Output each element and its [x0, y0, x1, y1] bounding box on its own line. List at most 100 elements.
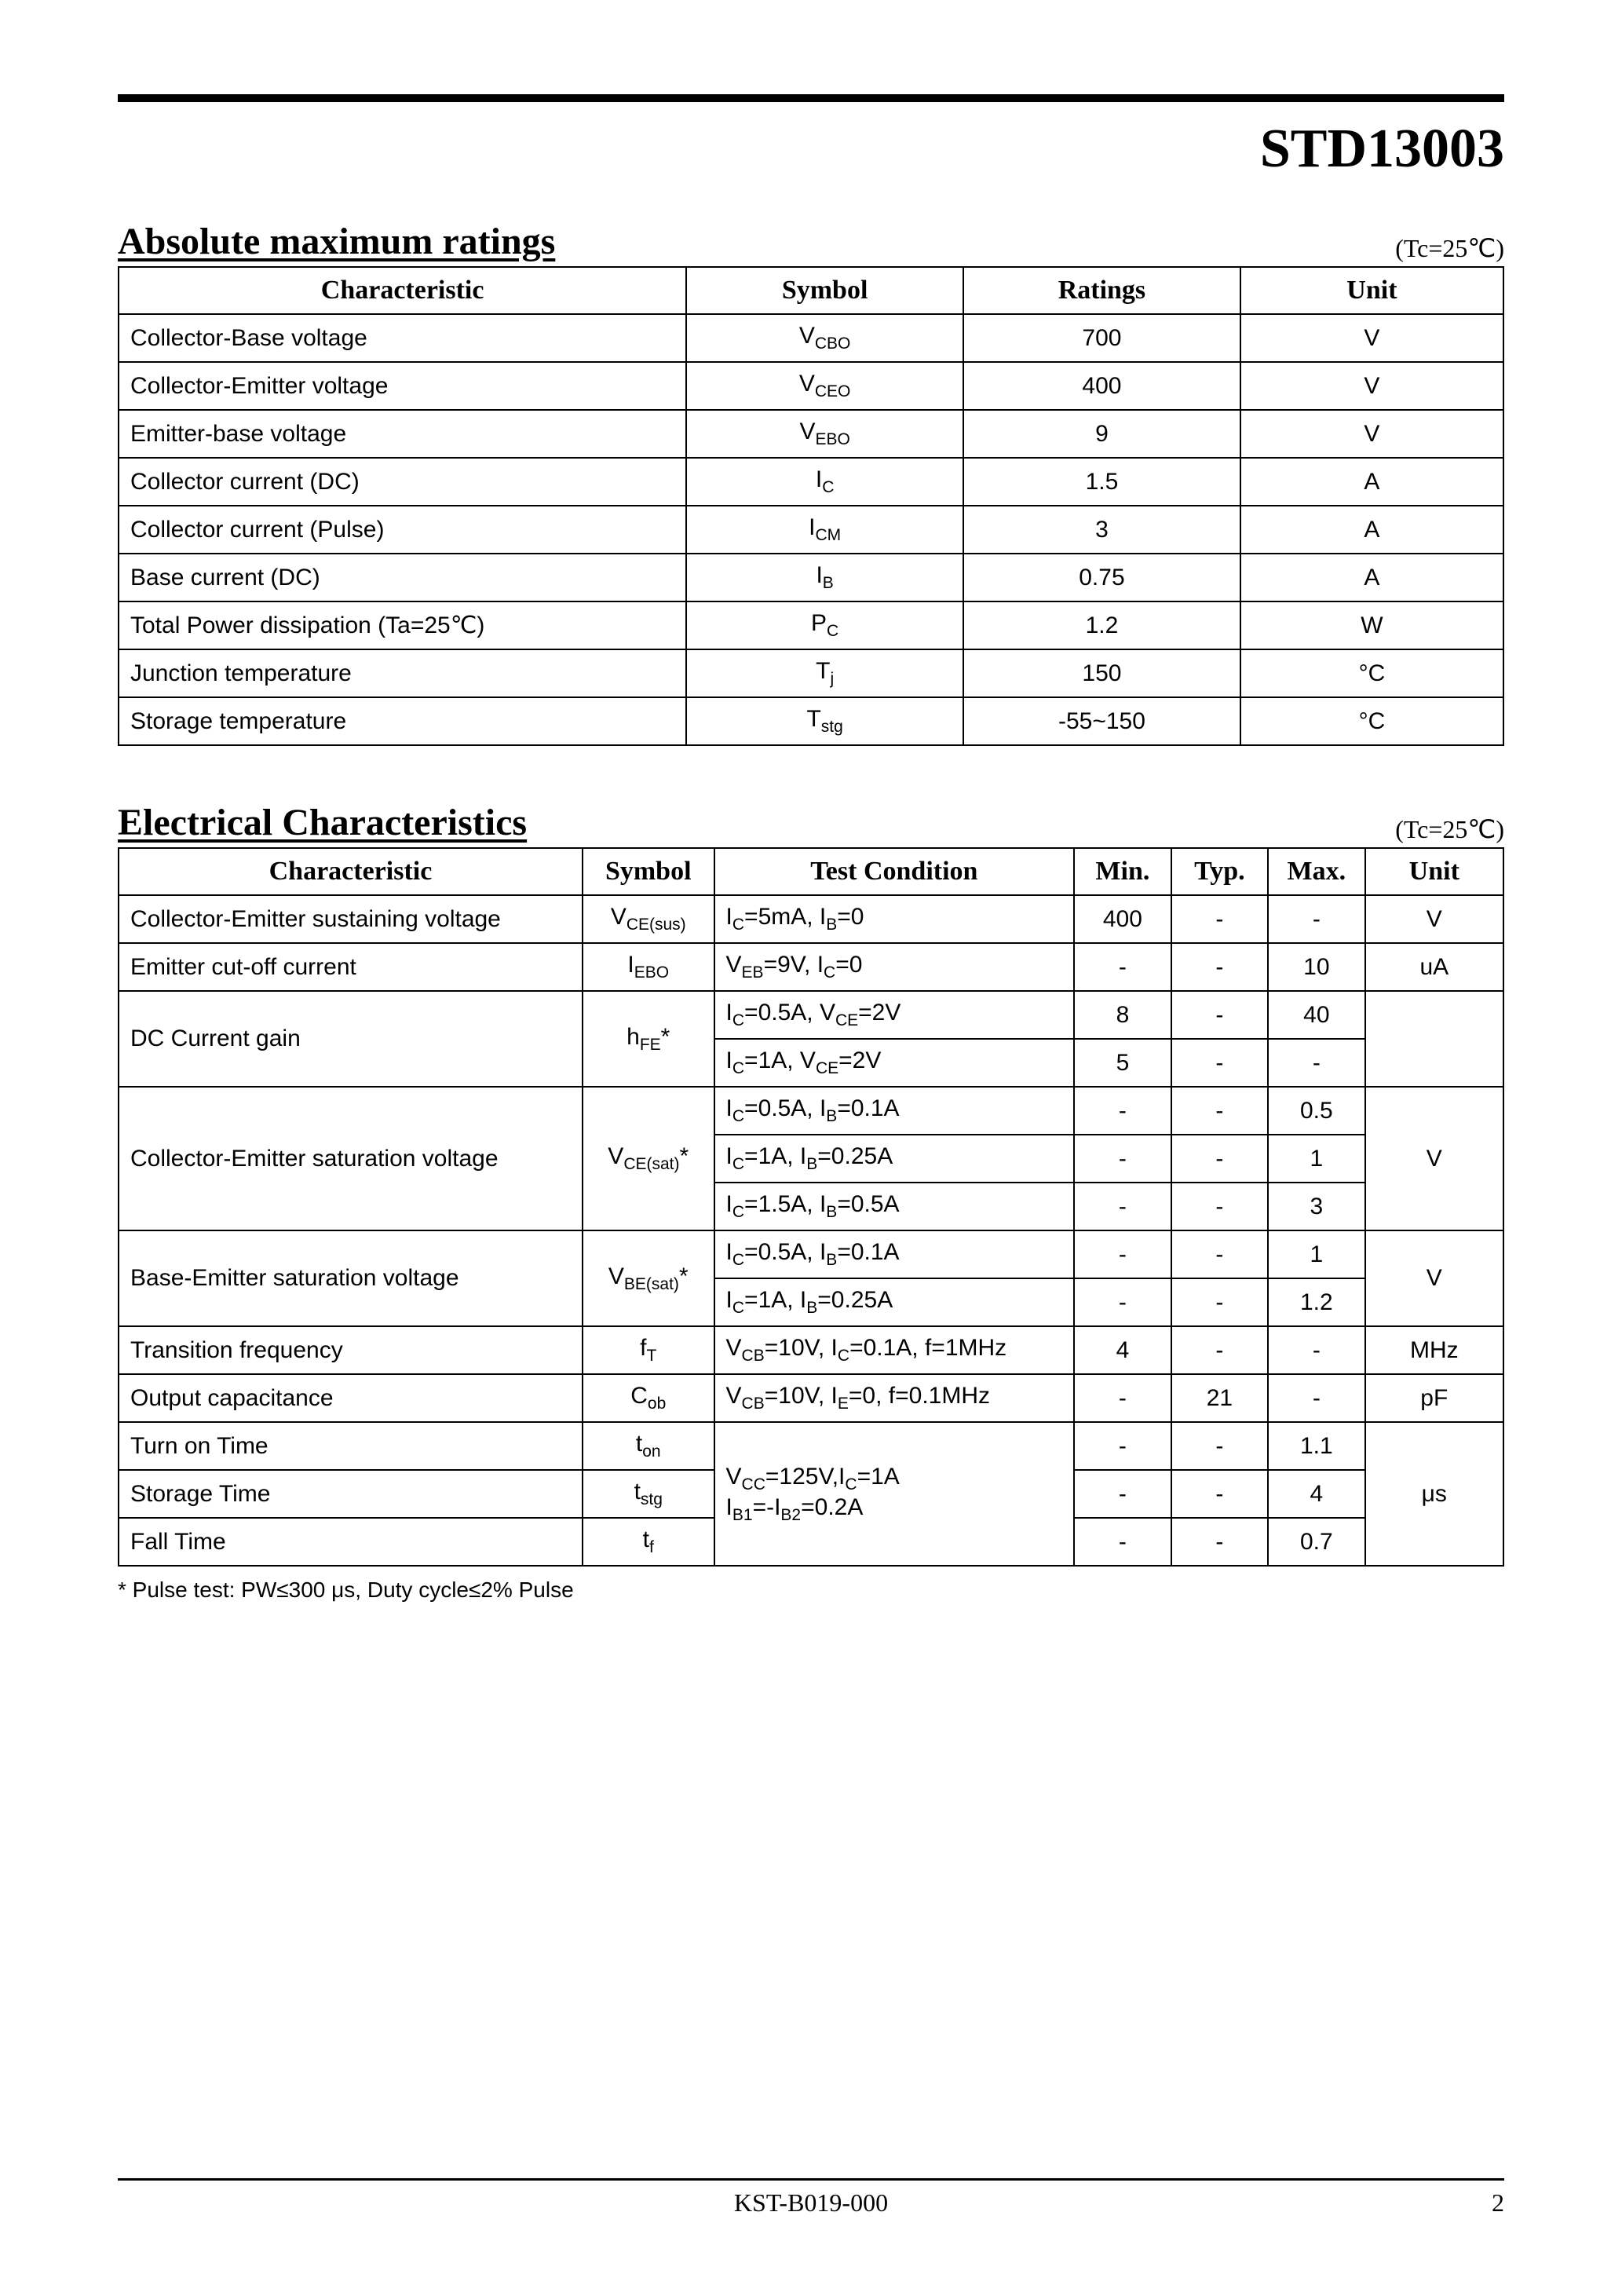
table-row: Turn on TimetonVCC=125V,IC=1AIB1=-IB2=0.…	[119, 1422, 1503, 1470]
rating-cell: 1.2	[963, 601, 1240, 649]
symbol-cell: hFE*	[583, 991, 714, 1087]
elec-header-cell: Characteristic	[119, 848, 583, 895]
char-cell: Storage temperature	[119, 697, 686, 745]
rating-cell: 1.5	[963, 458, 1240, 506]
table-row: Collector-Emitter sustaining voltageVCE(…	[119, 895, 1503, 943]
typ-cell: -	[1171, 943, 1268, 991]
condition-cell: VCB=10V, IC=0.1A, f=1MHz	[714, 1326, 1075, 1374]
typ-cell: -	[1171, 1087, 1268, 1135]
symbol-cell: VCE(sat)*	[583, 1087, 714, 1230]
elec-header-cell: Symbol	[583, 848, 714, 895]
char-cell: Collector-Emitter voltage	[119, 362, 686, 410]
rating-cell: 9	[963, 410, 1240, 458]
unit-cell: pF	[1365, 1374, 1503, 1422]
elec-header-cell: Test Condition	[714, 848, 1075, 895]
symbol-cell: IB	[686, 554, 963, 601]
min-cell: -	[1074, 1230, 1171, 1278]
symbol-cell: ICM	[686, 506, 963, 554]
abs-max-title: Absolute maximum ratings	[118, 220, 555, 263]
typ-cell: -	[1171, 1230, 1268, 1278]
table-row: Collector current (Pulse)ICM3A	[119, 506, 1503, 554]
table-row: Collector current (DC)IC1.5A	[119, 458, 1503, 506]
min-cell: 5	[1074, 1039, 1171, 1087]
char-cell: Base-Emitter saturation voltage	[119, 1230, 583, 1326]
symbol-cell: VCEO	[686, 362, 963, 410]
table-row: Total Power dissipation (Ta=25℃)PC1.2W	[119, 601, 1503, 649]
condition-cell: VCB=10V, IE=0, f=0.1MHz	[714, 1374, 1075, 1422]
condition-cell: IC=0.5A, IB=0.1A	[714, 1230, 1075, 1278]
char-cell: Collector-Emitter saturation voltage	[119, 1087, 583, 1230]
char-cell: Fall Time	[119, 1518, 583, 1566]
min-cell: -	[1074, 1518, 1171, 1566]
unit-cell: V	[1240, 362, 1503, 410]
symbol-cell: tf	[583, 1518, 714, 1566]
min-cell: -	[1074, 1135, 1171, 1183]
condition-cell: IC=5mA, IB=0	[714, 895, 1075, 943]
condition-cell: VCC=125V,IC=1AIB1=-IB2=0.2A	[714, 1422, 1075, 1566]
typ-cell: -	[1171, 895, 1268, 943]
max-cell: 3	[1268, 1183, 1364, 1230]
table-row: Collector-Emitter saturation voltageVCE(…	[119, 1087, 1503, 1135]
char-cell: Collector-Base voltage	[119, 314, 686, 362]
char-cell: Junction temperature	[119, 649, 686, 697]
symbol-cell: Tj	[686, 649, 963, 697]
min-cell: -	[1074, 1087, 1171, 1135]
char-cell: Collector current (DC)	[119, 458, 686, 506]
min-cell: 400	[1074, 895, 1171, 943]
unit-cell: W	[1240, 601, 1503, 649]
elec-header-cell: Typ.	[1171, 848, 1268, 895]
table-row: Emitter cut-off currentIEBOVEB=9V, IC=0-…	[119, 943, 1503, 991]
symbol-cell: VEBO	[686, 410, 963, 458]
footer: KST-B019-000 2	[118, 2178, 1504, 2217]
unit-cell: V	[1365, 1230, 1503, 1326]
symbol-cell: VCE(sus)	[583, 895, 714, 943]
symbol-cell: fT	[583, 1326, 714, 1374]
char-cell: Output capacitance	[119, 1374, 583, 1422]
unit-cell: A	[1240, 458, 1503, 506]
max-cell: 10	[1268, 943, 1364, 991]
unit-cell: uA	[1365, 943, 1503, 991]
footer-doc-code: KST-B019-000	[181, 2188, 1441, 2217]
unit-cell: V	[1365, 895, 1503, 943]
elec-header-cell: Max.	[1268, 848, 1364, 895]
max-cell: 1	[1268, 1135, 1364, 1183]
elec-title: Electrical Characteristics	[118, 801, 527, 844]
unit-cell: V	[1240, 410, 1503, 458]
typ-cell: 21	[1171, 1374, 1268, 1422]
typ-cell: -	[1171, 1135, 1268, 1183]
table-row: Base current (DC)IB0.75A	[119, 554, 1503, 601]
symbol-cell: IEBO	[583, 943, 714, 991]
unit-cell: °C	[1240, 649, 1503, 697]
min-cell: 4	[1074, 1326, 1171, 1374]
table-row: Base-Emitter saturation voltageVBE(sat)*…	[119, 1230, 1503, 1278]
rating-cell: 3	[963, 506, 1240, 554]
char-cell: Emitter-base voltage	[119, 410, 686, 458]
rating-cell: 0.75	[963, 554, 1240, 601]
tc-note-2: (Tc=25℃)	[1395, 814, 1504, 844]
max-cell: -	[1268, 1326, 1364, 1374]
symbol-cell: ton	[583, 1422, 714, 1470]
max-cell: 1.2	[1268, 1278, 1364, 1326]
max-cell: -	[1268, 1039, 1364, 1087]
typ-cell: -	[1171, 1326, 1268, 1374]
symbol-cell: tstg	[583, 1470, 714, 1518]
table-row: Output capacitanceCobVCB=10V, IE=0, f=0.…	[119, 1374, 1503, 1422]
unit-cell: μs	[1365, 1422, 1503, 1566]
min-cell: -	[1074, 1374, 1171, 1422]
elec-header-cell: Min.	[1074, 848, 1171, 895]
typ-cell: -	[1171, 1039, 1268, 1087]
typ-cell: -	[1171, 1278, 1268, 1326]
min-cell: -	[1074, 943, 1171, 991]
unit-cell: MHz	[1365, 1326, 1503, 1374]
max-cell: -	[1268, 895, 1364, 943]
unit-cell: V	[1240, 314, 1503, 362]
footer-page: 2	[1441, 2188, 1504, 2217]
table-row: Collector-Emitter voltageVCEO400V	[119, 362, 1503, 410]
symbol-cell: IC	[686, 458, 963, 506]
abs-header-cell: Symbol	[686, 267, 963, 314]
table-row: DC Current gainhFE*IC=0.5A, VCE=2V8-40	[119, 991, 1503, 1039]
min-cell: -	[1074, 1183, 1171, 1230]
abs-max-table: CharacteristicSymbolRatingsUnitCollector…	[118, 266, 1504, 746]
typ-cell: -	[1171, 1183, 1268, 1230]
rating-cell: 700	[963, 314, 1240, 362]
